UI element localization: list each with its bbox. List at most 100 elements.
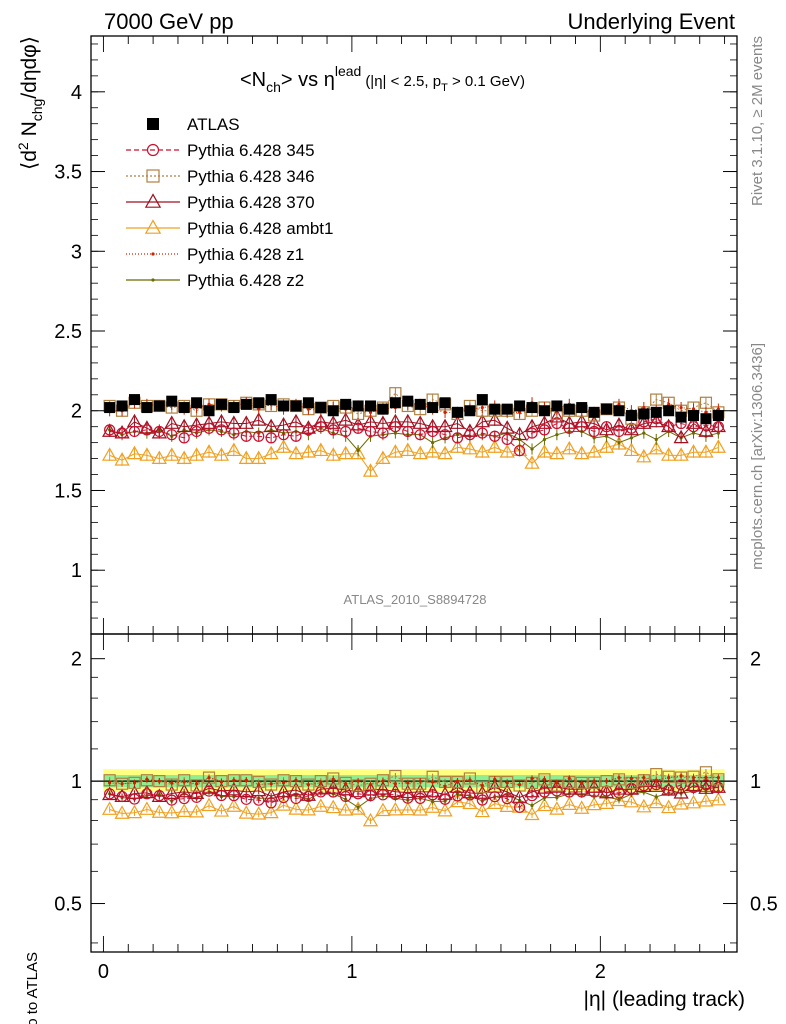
data-point — [439, 793, 451, 805]
data-point — [145, 777, 149, 781]
data-point — [517, 783, 522, 787]
data-point — [712, 781, 724, 794]
data-point — [673, 796, 689, 810]
data-point — [561, 796, 577, 810]
data-point — [116, 400, 128, 412]
header-left: 7000 GeV pp — [104, 9, 234, 34]
data-point — [275, 439, 292, 453]
data-point — [691, 407, 696, 411]
watermark: ATLAS_2010_S8894728 — [344, 592, 487, 607]
data-point — [598, 795, 615, 809]
data-point — [451, 406, 463, 418]
data-point — [524, 455, 540, 469]
data-point — [277, 429, 290, 441]
data-point — [240, 774, 253, 787]
data-point — [625, 410, 637, 422]
data-point — [128, 776, 141, 789]
xtick-label: 0 — [98, 961, 109, 983]
ratio-ytick-label: 0.5 — [54, 894, 82, 916]
ratio-series-line — [109, 799, 719, 822]
legend-label: Pythia 6.428 345 — [187, 141, 315, 160]
data-point — [576, 786, 588, 798]
data-point — [530, 447, 534, 451]
data-point — [238, 415, 254, 429]
ratio-ytick-label-right: 2 — [750, 649, 761, 671]
data-point — [126, 445, 143, 460]
data-point — [588, 425, 600, 438]
data-point — [375, 450, 391, 464]
data-point — [629, 776, 634, 781]
data-point — [576, 421, 588, 433]
data-point — [629, 436, 634, 440]
data-point — [402, 425, 414, 438]
data-point — [402, 792, 414, 804]
data-point — [319, 781, 323, 785]
data-point — [617, 402, 621, 406]
data-point — [114, 452, 130, 466]
data-point — [538, 786, 551, 798]
series-line — [109, 427, 719, 452]
data-point — [526, 427, 538, 439]
ratio-ytick-label-right: 1 — [750, 771, 761, 793]
data-point — [567, 776, 571, 781]
data-point — [263, 445, 279, 460]
data-point — [710, 439, 726, 453]
data-point — [623, 793, 640, 808]
data-point — [132, 781, 137, 785]
data-point — [269, 782, 273, 786]
data-point — [462, 795, 478, 810]
data-point — [338, 412, 354, 426]
data-point — [288, 801, 304, 815]
series-line — [109, 418, 719, 452]
data-point — [574, 800, 590, 814]
data-point — [257, 782, 261, 787]
data-point — [362, 812, 379, 827]
data-point — [102, 447, 118, 461]
data-point — [203, 405, 215, 417]
data-point — [350, 445, 366, 460]
data-point — [716, 407, 720, 411]
data-point — [499, 420, 515, 434]
data-point — [673, 447, 689, 461]
data-point — [489, 403, 501, 415]
data-point — [563, 403, 575, 415]
data-point — [302, 778, 315, 791]
data-point — [673, 429, 689, 444]
data-point — [431, 441, 435, 445]
data-point — [648, 440, 664, 455]
data-point — [141, 402, 153, 414]
data-point — [611, 436, 627, 450]
data-point — [476, 394, 488, 406]
data-point — [203, 422, 215, 434]
data-point — [588, 406, 600, 418]
data-point — [338, 445, 354, 460]
data-point — [188, 447, 205, 461]
data-point — [300, 787, 317, 801]
data-point — [389, 421, 401, 433]
data-point — [592, 436, 596, 440]
data-point — [238, 805, 254, 819]
data-point — [513, 779, 526, 792]
ratio-series-layer — [102, 766, 726, 827]
main-ytick-label: 2.5 — [54, 321, 82, 343]
data-point — [654, 795, 658, 799]
data-point — [368, 410, 373, 414]
data-point — [425, 444, 441, 458]
data-point — [538, 424, 551, 436]
legend-entry: Pythia 6.428 346 — [126, 167, 315, 186]
legend: ATLAS Pythia 6.428 345 Pythia 6.428 346 Pyt… — [126, 115, 333, 290]
data-point — [176, 803, 192, 817]
data-point — [240, 398, 252, 410]
data-point — [487, 439, 503, 453]
data-point — [511, 426, 528, 441]
data-point — [443, 410, 447, 414]
ratio-ylabel: Ratio to ATLAS — [24, 952, 41, 1024]
data-point — [302, 397, 314, 409]
legend-entry: Pythia 6.428 370 — [126, 193, 315, 212]
data-point — [449, 439, 466, 453]
data-point — [613, 405, 625, 417]
data-point — [365, 400, 377, 412]
data-point — [400, 801, 416, 816]
legend-entry: ATLAS — [147, 115, 240, 134]
data-point — [265, 394, 277, 406]
